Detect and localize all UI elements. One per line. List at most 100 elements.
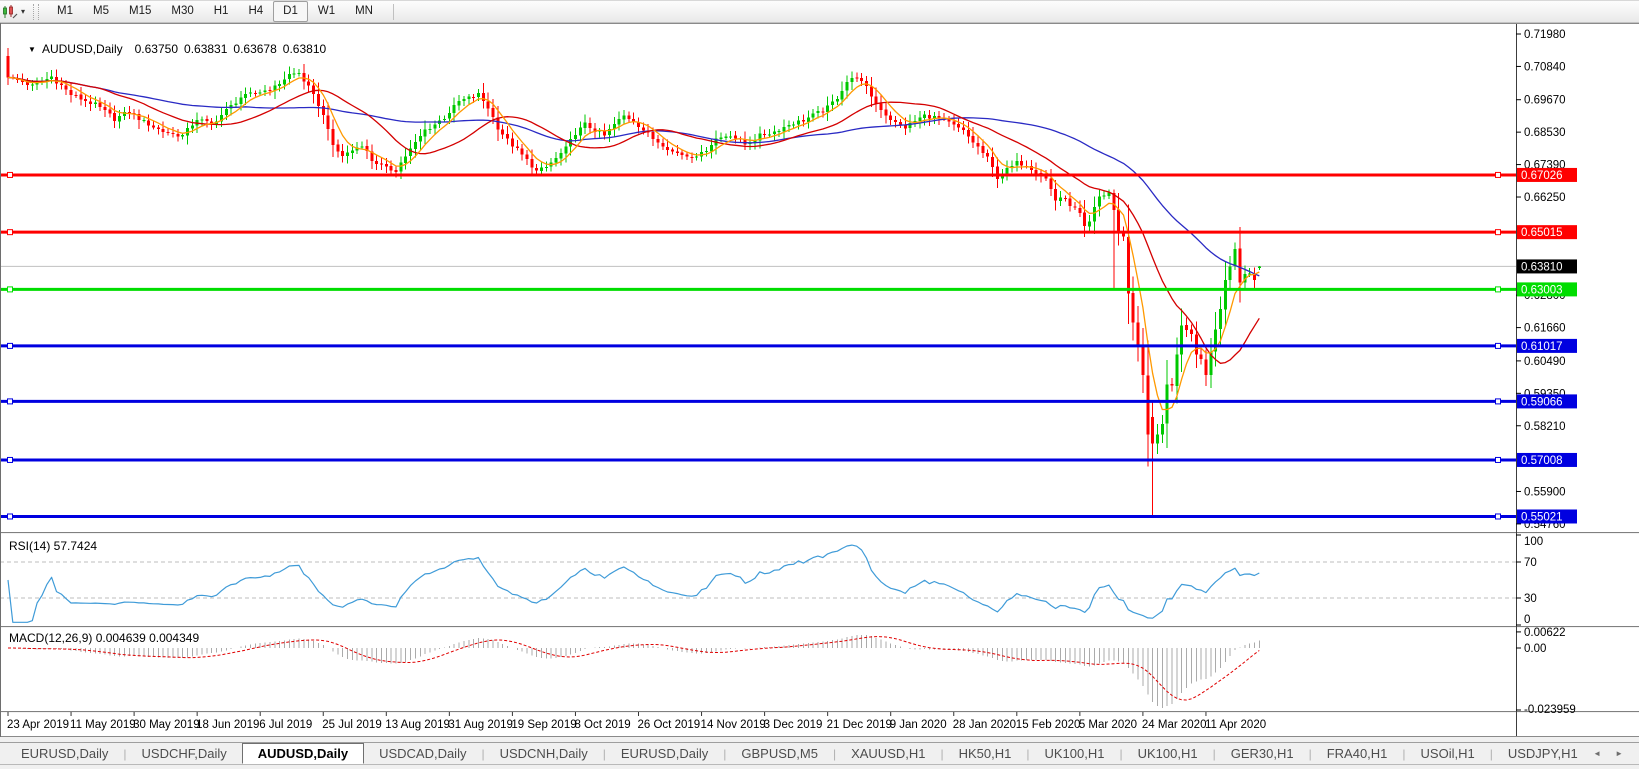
tab-divider: | <box>723 746 727 761</box>
chart-tab-usdchf-daily[interactable]: USDCHF,Daily <box>141 746 227 761</box>
bear-candle <box>1078 208 1082 213</box>
hline-drag-handle[interactable] <box>1495 171 1501 178</box>
date-label: 13 Aug 2019 <box>385 719 450 731</box>
bull-candle <box>573 135 577 139</box>
moving-average-slow <box>7 76 1260 277</box>
chart-tab-usdjpy-h1[interactable]: USDJPY,H1 <box>1507 746 1578 761</box>
timeframe-button-mn[interactable]: MN <box>355 5 373 17</box>
hline-drag-handle[interactable] <box>1495 286 1501 293</box>
chart-tabs: EURUSD,Daily | USDCHF,Daily AUDUSD,Daily USD… <box>6 743 1593 764</box>
timeframe-button-m1[interactable]: M1 <box>57 5 73 17</box>
toolbar-drag-handle[interactable] <box>33 3 40 20</box>
chart-type-icon[interactable] <box>1 4 19 20</box>
hline-drag-handle[interactable] <box>1495 513 1501 520</box>
hline-drag-handle[interactable] <box>7 342 13 349</box>
bear-candle <box>627 115 631 119</box>
bear-candle <box>952 121 956 125</box>
timeframe-button-w1[interactable]: W1 <box>317 5 336 17</box>
bull-candle <box>1214 329 1218 352</box>
bear-candle <box>801 119 805 122</box>
timeframe-button-h1[interactable]: H1 <box>213 5 229 17</box>
chart-tab-uk100-h1[interactable]: UK100,H1 <box>1137 746 1198 761</box>
bull-candle <box>850 77 854 83</box>
bear-candle <box>253 93 257 95</box>
bull-candle <box>554 158 558 163</box>
chart-tab-eurusd-daily[interactable]: EURUSD,Daily <box>620 746 709 761</box>
date-label: 11 Apr 2020 <box>1205 719 1266 731</box>
bull-candle <box>239 97 243 105</box>
bull-candle <box>564 146 568 154</box>
price-chart-canvas[interactable]: 0.719800.708400.696700.685300.673900.662… <box>0 23 1639 737</box>
bear-candle <box>670 149 674 152</box>
hline-drag-handle[interactable] <box>7 398 13 405</box>
hline-drag-handle[interactable] <box>1495 342 1501 349</box>
chart-window: 0.71980 0.70840 0.69670 0.68530 0.67390 0.662… <box>0 23 1639 737</box>
bear-candle <box>268 90 272 92</box>
tabs-scroll-left-icon[interactable]: ◄ <box>1593 749 1602 758</box>
bear-candle <box>991 157 995 167</box>
hline-price-badge-label: 0.55021 <box>1521 511 1563 523</box>
timeframe-button-m15[interactable]: M15 <box>128 5 152 17</box>
hline-drag-handle[interactable] <box>7 286 13 293</box>
tab-divider: | <box>832 746 837 761</box>
horizontal-line-0.67026[interactable] <box>0 171 1516 178</box>
timeframe-button-m30[interactable]: M30 <box>171 5 194 17</box>
chart-tab-audusd-daily[interactable]: AUDUSD,Daily <box>241 743 365 764</box>
bear-candle <box>394 170 398 172</box>
hline-drag-handle[interactable] <box>7 513 13 520</box>
price-axis[interactable]: 0.719800.708400.696700.685300.673900.662… <box>1516 29 1577 716</box>
chart-tab-xauusd-h1[interactable]: XAUUSD,H1 <box>851 746 926 761</box>
horizontal-line-0.55021[interactable] <box>0 513 1516 520</box>
bear-candle <box>869 86 873 97</box>
hline-drag-handle[interactable] <box>1495 398 1501 405</box>
horizontal-line-0.65015[interactable] <box>0 229 1516 236</box>
price-tick-label: 0.70840 <box>1524 61 1566 73</box>
chart-tab-usoil-h1[interactable]: USOil,H1 <box>1420 746 1475 761</box>
rsi-axis-label: 0 <box>1524 614 1530 626</box>
bull-candle <box>399 162 403 172</box>
rsi-line <box>7 544 1260 623</box>
chart-tab-uk100-h1[interactable]: UK100,H1 <box>1044 746 1105 761</box>
chart-tab-ger30-h1[interactable]: GER30,H1 <box>1230 746 1294 761</box>
timeframe-button-h4[interactable]: H4 <box>248 5 264 17</box>
bull-candle <box>118 115 122 122</box>
bull-candle <box>413 141 417 149</box>
chart-tab-fra40-h1[interactable]: FRA40,H1 <box>1326 746 1388 761</box>
chart-type-dropdown-icon[interactable]: ▾ <box>21 7 26 16</box>
bear-candle <box>307 81 311 86</box>
horizontal-line-0.63003[interactable] <box>0 286 1516 293</box>
chart-tab-usdcnh-daily[interactable]: USDCNH,Daily <box>499 746 588 761</box>
chart-tab-gbpusd-m5[interactable]: GBPUSD,M5 <box>741 746 818 761</box>
bear-candle <box>763 134 767 136</box>
macd-axis-label: 0.00 <box>1524 643 1546 655</box>
bear-candle <box>1049 178 1053 189</box>
date-label: 18 Jun 2019 <box>196 719 259 731</box>
timeframe-button-d1[interactable]: D1 <box>273 1 308 22</box>
hline-drag-handle[interactable] <box>7 229 13 236</box>
horizontal-line-0.57008[interactable] <box>0 456 1516 463</box>
horizontal-line-0.61017[interactable] <box>0 342 1516 349</box>
ohlc-high: 0.63831 <box>184 42 228 56</box>
hline-drag-handle[interactable] <box>7 456 13 463</box>
moving-average-fast <box>7 76 1260 411</box>
bull-candle <box>457 101 461 106</box>
tabs-scroll-right-icon[interactable]: ► <box>1615 749 1623 758</box>
bear-candle <box>947 119 951 122</box>
chart-tab-usdcad-daily[interactable]: USDCAD,Daily <box>379 746 467 761</box>
bull-candle <box>1243 274 1247 283</box>
chart-tab-hk50-h1[interactable]: HK50,H1 <box>958 746 1012 761</box>
collapse-icon[interactable]: ▼ <box>28 45 36 54</box>
bear-candle <box>603 131 607 136</box>
symbol-title: AUDUSD,Daily <box>41 42 123 56</box>
date-label: 8 Oct 2019 <box>574 719 630 731</box>
timeframe-button-m5[interactable]: M5 <box>93 5 109 17</box>
horizontal-line-0.59066[interactable] <box>0 398 1516 405</box>
chart-tab-eurusd-daily[interactable]: EURUSD,Daily <box>21 746 109 761</box>
hline-drag-handle[interactable] <box>7 171 13 178</box>
hline-drag-handle[interactable] <box>1495 229 1501 236</box>
bull-candle <box>1233 249 1237 267</box>
bull-candle <box>433 124 437 129</box>
hline-drag-handle[interactable] <box>1495 456 1501 463</box>
bull-candle <box>1107 192 1111 196</box>
